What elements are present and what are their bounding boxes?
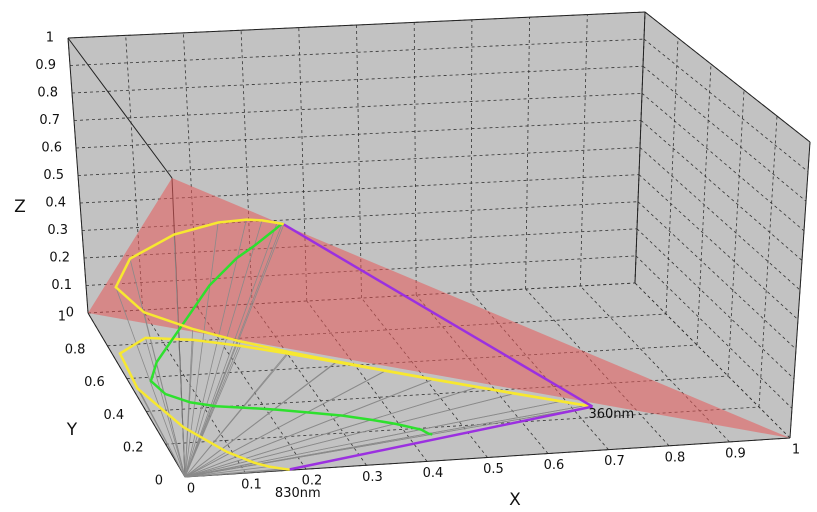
ray-plane: [184, 341, 241, 478]
ray-plane: [184, 223, 283, 478]
grid-line: [637, 201, 797, 350]
box-edge: [789, 141, 811, 439]
purple-line-plane: [283, 223, 594, 408]
locus-plane: [114, 218, 593, 408]
ray-floor: [184, 466, 270, 478]
box-edge: [67, 37, 89, 314]
ray-plane: [184, 378, 434, 478]
grid-line: [643, 38, 809, 172]
z-tick-label: 0: [66, 306, 74, 321]
z-tick-label: 0.1: [51, 278, 72, 293]
ray-plane: [173, 234, 186, 478]
x-tick-label: 0.4: [423, 466, 444, 481]
x-tick-label: 1: [792, 443, 800, 458]
box-edge: [87, 312, 186, 478]
grid-line: [240, 30, 253, 305]
ray-floor: [145, 337, 186, 478]
z-tick-label: 1: [46, 31, 54, 46]
grid-line: [635, 255, 793, 409]
y-axis-title: Y: [66, 420, 78, 440]
z-tick-label: 0.2: [49, 251, 70, 266]
ray-plane: [184, 361, 337, 478]
y-tick-label: 0.4: [104, 408, 125, 423]
ray-plane: [184, 386, 478, 478]
unit-plane: [88, 178, 790, 438]
annotation: 830nm: [275, 486, 321, 501]
ray-plane: [184, 351, 289, 478]
green-curve: [149, 222, 433, 436]
x-tick-label: 0.5: [483, 462, 504, 477]
ray-plane: [184, 222, 278, 478]
x-tick-label: 0.7: [604, 454, 625, 469]
z-tick-label: 0.7: [39, 113, 60, 128]
z-tick-label: 0.9: [35, 58, 56, 73]
grid-line: [634, 282, 791, 439]
grid-line: [636, 228, 795, 380]
x-tick-label: 0: [187, 482, 195, 497]
x-tick-label: 0.2: [302, 474, 323, 489]
ray-plane: [184, 370, 386, 478]
box-edge: [184, 437, 791, 478]
ray-floor: [184, 468, 284, 478]
z-tick-label: 0.4: [45, 196, 66, 211]
grid-line: [146, 375, 729, 412]
grid-line: [126, 344, 698, 379]
z-axis-title: Z: [14, 197, 26, 217]
z-tick-label: 0.6: [41, 141, 62, 156]
box-edge: [644, 11, 811, 143]
grid-line: [75, 120, 642, 149]
y-tick-label: 0.2: [123, 441, 144, 456]
y-tick-label: 0.6: [84, 375, 105, 390]
grid-line: [73, 92, 643, 121]
box-edge: [67, 11, 646, 39]
x-tick-label: 0.6: [544, 458, 565, 473]
ray-plane: [184, 400, 562, 478]
x-tick-label: 0.9: [725, 446, 746, 461]
box-edge: [67, 37, 173, 179]
box-edge: [634, 11, 646, 284]
ray-plane: [184, 393, 515, 478]
x-tick-label: 0.3: [362, 470, 383, 485]
purple-line-floor: [289, 405, 593, 471]
ray-plane: [184, 406, 593, 478]
ray-floor: [184, 451, 227, 478]
z-tick-label: 0.8: [37, 86, 58, 101]
grid-line: [125, 35, 144, 311]
x-axis-title: X: [509, 490, 521, 510]
grid-line: [142, 309, 246, 474]
grid-line: [642, 65, 807, 202]
x-tick-label: 0.1: [241, 478, 262, 493]
y-tick-label: 1: [58, 310, 66, 325]
grid-line: [71, 65, 644, 94]
z-tick-label: 0.3: [47, 223, 68, 238]
y-tick-label: 0: [155, 474, 163, 489]
grid-line: [183, 32, 198, 308]
grid-line: [77, 147, 641, 176]
ray-plane: [184, 222, 219, 478]
right-wall: [635, 12, 810, 438]
y-tick-label: 0.8: [65, 342, 86, 357]
annotation: 360nm: [588, 407, 634, 422]
z-tick-label: 0.5: [43, 168, 64, 183]
x-tick-label: 0.8: [665, 450, 686, 465]
grid-line: [758, 115, 778, 408]
